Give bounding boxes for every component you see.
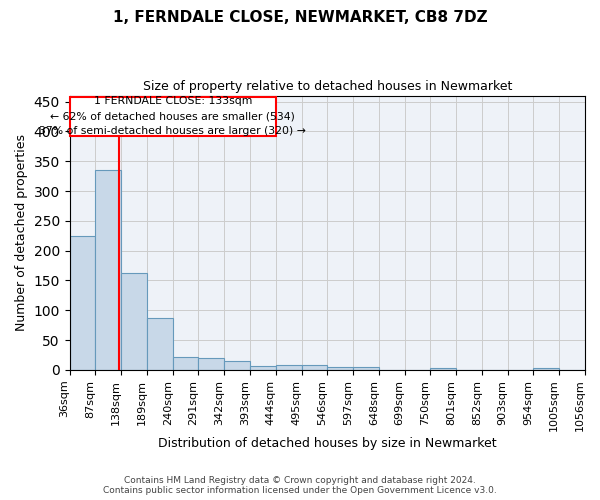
Bar: [70, 236, 95, 370]
Bar: [147, 318, 173, 370]
Bar: [250, 366, 276, 370]
Title: Size of property relative to detached houses in Newmarket: Size of property relative to detached ho…: [143, 80, 512, 93]
Bar: [199, 358, 224, 370]
Text: 1 FERNDALE CLOSE: 133sqm
← 62% of detached houses are smaller (534)
37% of semi-: 1 FERNDALE CLOSE: 133sqm ← 62% of detach…: [39, 96, 306, 136]
Bar: [302, 365, 328, 370]
Bar: [533, 368, 559, 370]
Bar: [276, 365, 302, 370]
Text: Contains HM Land Registry data © Crown copyright and database right 2024.
Contai: Contains HM Land Registry data © Crown c…: [103, 476, 497, 495]
Bar: [224, 361, 250, 370]
Bar: [430, 368, 456, 370]
Text: 1, FERNDALE CLOSE, NEWMARKET, CB8 7DZ: 1, FERNDALE CLOSE, NEWMARKET, CB8 7DZ: [113, 10, 487, 25]
Bar: [95, 170, 121, 370]
Bar: [121, 272, 147, 370]
Bar: [353, 367, 379, 370]
Bar: [173, 358, 199, 370]
Bar: [328, 367, 353, 370]
X-axis label: Distribution of detached houses by size in Newmarket: Distribution of detached houses by size …: [158, 437, 497, 450]
Y-axis label: Number of detached properties: Number of detached properties: [15, 134, 28, 332]
Bar: [70, 96, 276, 136]
